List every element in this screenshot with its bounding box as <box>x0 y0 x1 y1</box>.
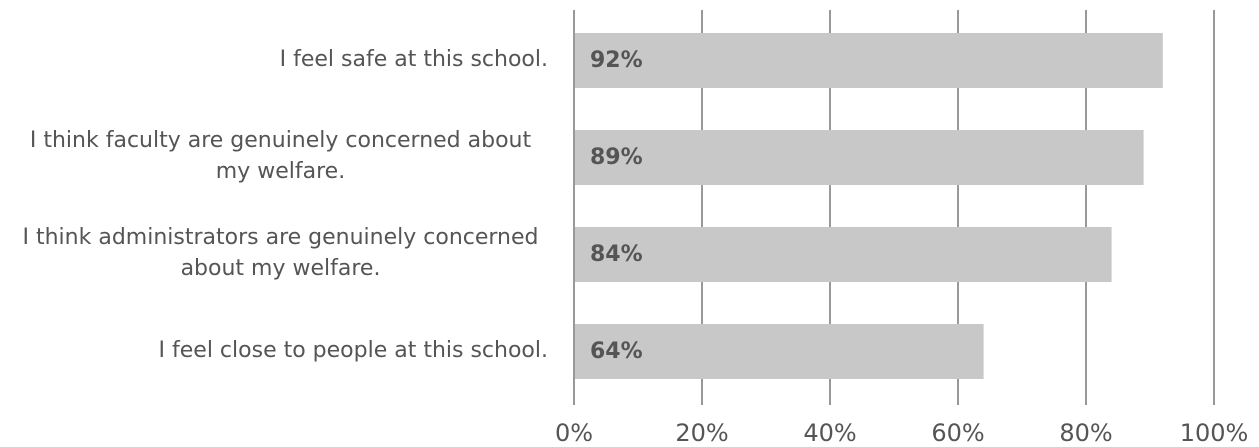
bar <box>574 130 1144 185</box>
x-tick-label: 0% <box>555 419 593 447</box>
category-row: I think administrators are genuinely con… <box>0 214 548 294</box>
value-label: 64% <box>590 339 643 364</box>
bar <box>574 33 1163 88</box>
value-label: 89% <box>590 145 643 170</box>
category-row: I feel safe at this school. <box>0 20 548 100</box>
category-label: I feel close to people at this school. <box>158 337 548 363</box>
category-label: I feel safe at this school. <box>279 46 548 72</box>
x-tick-label: 100% <box>1180 419 1249 447</box>
category-row: I feel close to people at this school. <box>0 311 548 391</box>
value-label: 84% <box>590 242 643 267</box>
x-tick-label: 20% <box>675 419 728 447</box>
bar <box>574 227 1112 282</box>
bar <box>574 324 984 379</box>
value-label: 92% <box>590 48 643 73</box>
x-tick-label: 80% <box>1059 419 1112 447</box>
x-tick-label: 40% <box>803 419 856 447</box>
category-label: I think faculty are genuinely concerned … <box>29 128 532 184</box>
category-row: I think faculty are genuinely concerned … <box>0 117 548 197</box>
x-tick-label: 60% <box>931 419 984 447</box>
category-label: I think administrators are genuinely con… <box>22 225 539 281</box>
